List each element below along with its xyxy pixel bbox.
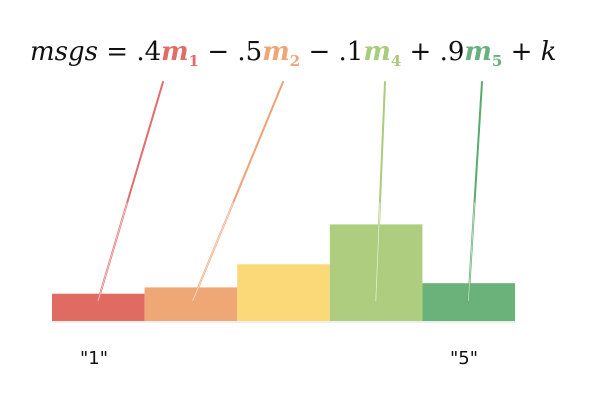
formula-tail-sign: + [510,37,533,67]
formula-term-4: + .9m5 [409,37,511,71]
term-1-subscript: 1 [188,52,200,71]
formula-equals: = [106,37,129,67]
category-label-5: "5" [450,348,479,369]
histogram-baseline [52,321,515,323]
term-3-sign: − [308,37,331,67]
histogram-bar-2 [144,287,238,321]
term-4-subscript: 5 [491,52,503,71]
term-4-var-letter: m [464,37,492,67]
formula-tail-var: k [540,37,557,67]
histogram-bar-3 [237,264,330,321]
term-2-var: m2 [262,37,301,71]
term-3-var-letter: m [363,37,391,67]
connector-highlight-m1 [97,202,128,302]
term-1-var-letter: m [161,37,189,67]
term-2-sign: − [207,37,230,67]
formula: msgs = .4m1 − .5m2 − .1m4 + .9m5 + k [30,30,570,74]
term-2-coef: .5 [237,37,263,67]
formula-term-1: .4m1 [136,37,207,71]
term-2-subscript: 2 [289,52,301,71]
formula-term-3: − .1m4 [308,37,409,71]
term-1-coef: .4 [136,37,162,67]
category-label-1: "1" [80,348,109,369]
term-4-var: m5 [464,37,503,71]
term-4-sign: + [409,37,432,67]
term-3-var: m4 [363,37,402,71]
term-2-var-letter: m [262,37,290,67]
term-1-var: m1 [161,37,200,71]
term-3-subscript: 4 [390,52,402,71]
connector-highlight-m4 [375,202,381,302]
connector-highlight-m5 [468,202,475,302]
term-4-coef: .9 [439,37,465,67]
term-3-coef: .1 [338,37,364,67]
formula-lhs: msgs [30,37,98,67]
formula-term-2: − .5m2 [207,37,308,71]
connector-highlight-m2 [192,202,234,302]
